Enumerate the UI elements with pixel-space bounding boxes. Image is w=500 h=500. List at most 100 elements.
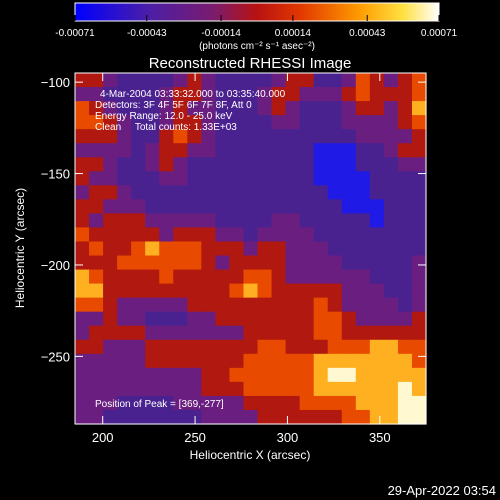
heatmap-cell [383, 325, 399, 341]
heatmap-cell [173, 157, 188, 172]
heatmap-cell [215, 87, 231, 102]
heatmap-cell [215, 213, 231, 229]
heatmap-cell [229, 381, 245, 397]
heatmap-cell [299, 101, 315, 116]
heatmap-cell [201, 409, 216, 425]
heatmap-cell [411, 227, 427, 243]
heatmap-cell [355, 409, 371, 425]
heatmap-cell [327, 171, 343, 186]
heatmap-cell [369, 227, 385, 243]
heatmap-cell [145, 325, 160, 341]
heatmap-cell [397, 185, 413, 200]
heatmap-cell [285, 325, 301, 341]
heatmap-cell [383, 199, 399, 214]
heatmap-cell [257, 255, 273, 271]
heatmap-cell [271, 269, 287, 285]
heatmap-cell [369, 409, 385, 425]
heatmap-cell [313, 185, 329, 200]
heatmap-cell [383, 115, 399, 130]
heatmap-cell [131, 367, 146, 383]
heatmap-cell [201, 101, 216, 116]
heatmap-cell [397, 283, 413, 299]
heatmap-cell [271, 241, 287, 257]
heatmap-cell [229, 199, 245, 214]
heatmap-cell [159, 269, 174, 285]
heatmap-cell [131, 339, 146, 355]
heatmap-cell [75, 283, 90, 299]
heatmap-cell [159, 157, 174, 172]
heatmap-cell [243, 381, 259, 397]
heatmap-cell [75, 353, 90, 369]
heatmap-cell [145, 143, 160, 158]
heatmap-cell [299, 255, 315, 271]
heatmap-cell [187, 367, 202, 383]
heatmap-cell [257, 227, 273, 243]
heatmap-cell [229, 185, 245, 200]
heatmap-cell [243, 339, 259, 355]
heatmap-cell [383, 157, 399, 172]
heatmap-cell [229, 255, 245, 271]
heatmap-cell [131, 255, 146, 271]
heatmap-cell [75, 325, 90, 341]
heatmap-cell [103, 101, 118, 116]
colorbar-tick-label: 0.00071 [421, 28, 458, 39]
heatmap-cell [117, 157, 132, 172]
heatmap-cell [117, 367, 132, 383]
heatmap-cell [327, 283, 343, 299]
heatmap-cell [313, 255, 329, 271]
heatmap-cell [145, 381, 160, 397]
heatmap-cell [397, 115, 413, 130]
heatmap-cell [145, 185, 160, 200]
heatmap-cell [243, 157, 259, 172]
heatmap-cell [271, 115, 287, 130]
heatmap-cell [145, 73, 160, 88]
heatmap-cell [173, 171, 188, 186]
heatmap-cell [215, 283, 231, 299]
heatmap-cell [103, 353, 118, 369]
heatmap-cell [145, 213, 160, 229]
heatmap-cell [75, 311, 90, 327]
heatmap-cell [131, 297, 146, 313]
heatmap-cell [369, 283, 385, 299]
heatmap-cell [355, 311, 371, 327]
heatmap-cell [131, 101, 146, 116]
chart-title: Reconstructed RHESSI Image [149, 55, 352, 72]
heatmap-cell [271, 143, 287, 158]
heatmap-cell [75, 297, 90, 313]
heatmap-cell [285, 87, 301, 102]
heatmap-cell [173, 409, 188, 425]
heatmap-cell [257, 353, 273, 369]
heatmap-cell [383, 101, 399, 116]
heatmap-cell [215, 255, 231, 271]
heatmap-cell [229, 395, 245, 411]
heatmap-cell [201, 269, 216, 285]
heatmap-cell [103, 255, 118, 271]
heatmap-cell [383, 129, 399, 144]
heatmap-cell [327, 311, 343, 327]
heatmap-cell [75, 87, 90, 102]
heatmap-cell [369, 255, 385, 271]
heatmap-cell [201, 367, 216, 383]
heatmap-cell [201, 297, 216, 313]
heatmap-cell [215, 73, 231, 88]
heatmap-cell [229, 325, 245, 341]
heatmap-cell [411, 269, 427, 285]
heatmap-cell [89, 367, 104, 383]
heatmap-cell [285, 283, 301, 299]
heatmap-cell [369, 297, 385, 313]
heatmap-cell [89, 381, 104, 397]
heatmap-cell [397, 297, 413, 313]
heatmap-cell [117, 241, 132, 257]
heatmap-cell [215, 339, 231, 355]
heatmap-cell [285, 101, 301, 116]
heatmap-cell [75, 213, 90, 229]
heatmap-cell [103, 339, 118, 355]
heatmap-cell [103, 157, 118, 172]
heatmap-cell [285, 213, 301, 229]
heatmap-cell [89, 255, 104, 271]
heatmap-cell [285, 255, 301, 271]
heatmap-cell [187, 241, 202, 257]
heatmap-cell [313, 101, 329, 116]
heatmap-cell [131, 353, 146, 369]
heatmap-cell [397, 87, 413, 102]
